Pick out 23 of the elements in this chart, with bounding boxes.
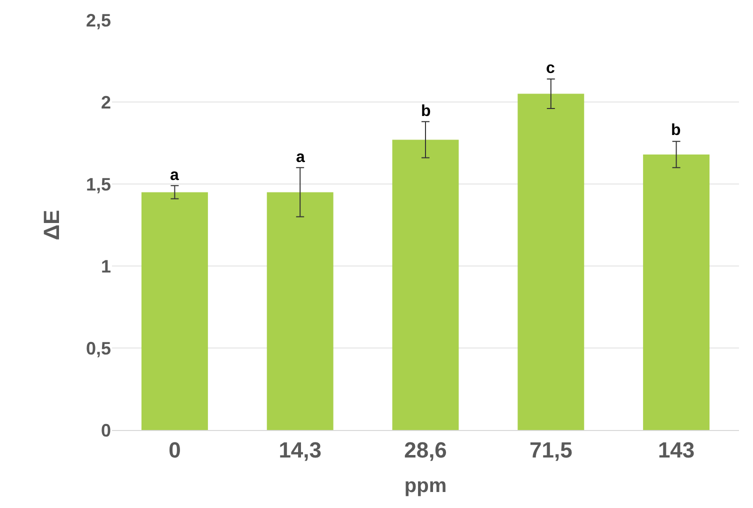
bar — [141, 192, 208, 430]
y-tick-label: 2,5 — [86, 10, 111, 30]
bar — [266, 192, 334, 430]
bar — [392, 140, 459, 430]
x-tick-label: 14,3 — [278, 437, 322, 462]
y-tick-label: 2 — [100, 92, 111, 112]
x-tick-label: 71,5 — [529, 437, 572, 462]
bar — [643, 154, 710, 430]
x-tick-label: 28,6 — [404, 437, 447, 462]
annotation: b — [421, 103, 431, 120]
annotation: a — [170, 167, 179, 184]
y-tick-label: 1 — [100, 256, 111, 276]
y-tick-label: 1,5 — [86, 174, 111, 194]
y-axis-title: ΔE — [38, 210, 64, 240]
annotation: b — [671, 122, 681, 139]
y-tick-label: 0,5 — [86, 338, 111, 358]
annotation: a — [296, 149, 305, 166]
x-axis-title: ppm — [404, 474, 447, 497]
x-tick-label: 0 — [168, 437, 181, 462]
bar — [518, 94, 584, 430]
y-tick-label: 0 — [100, 420, 111, 440]
annotation: c — [546, 60, 555, 77]
x-tick-label: 143 — [658, 437, 695, 462]
